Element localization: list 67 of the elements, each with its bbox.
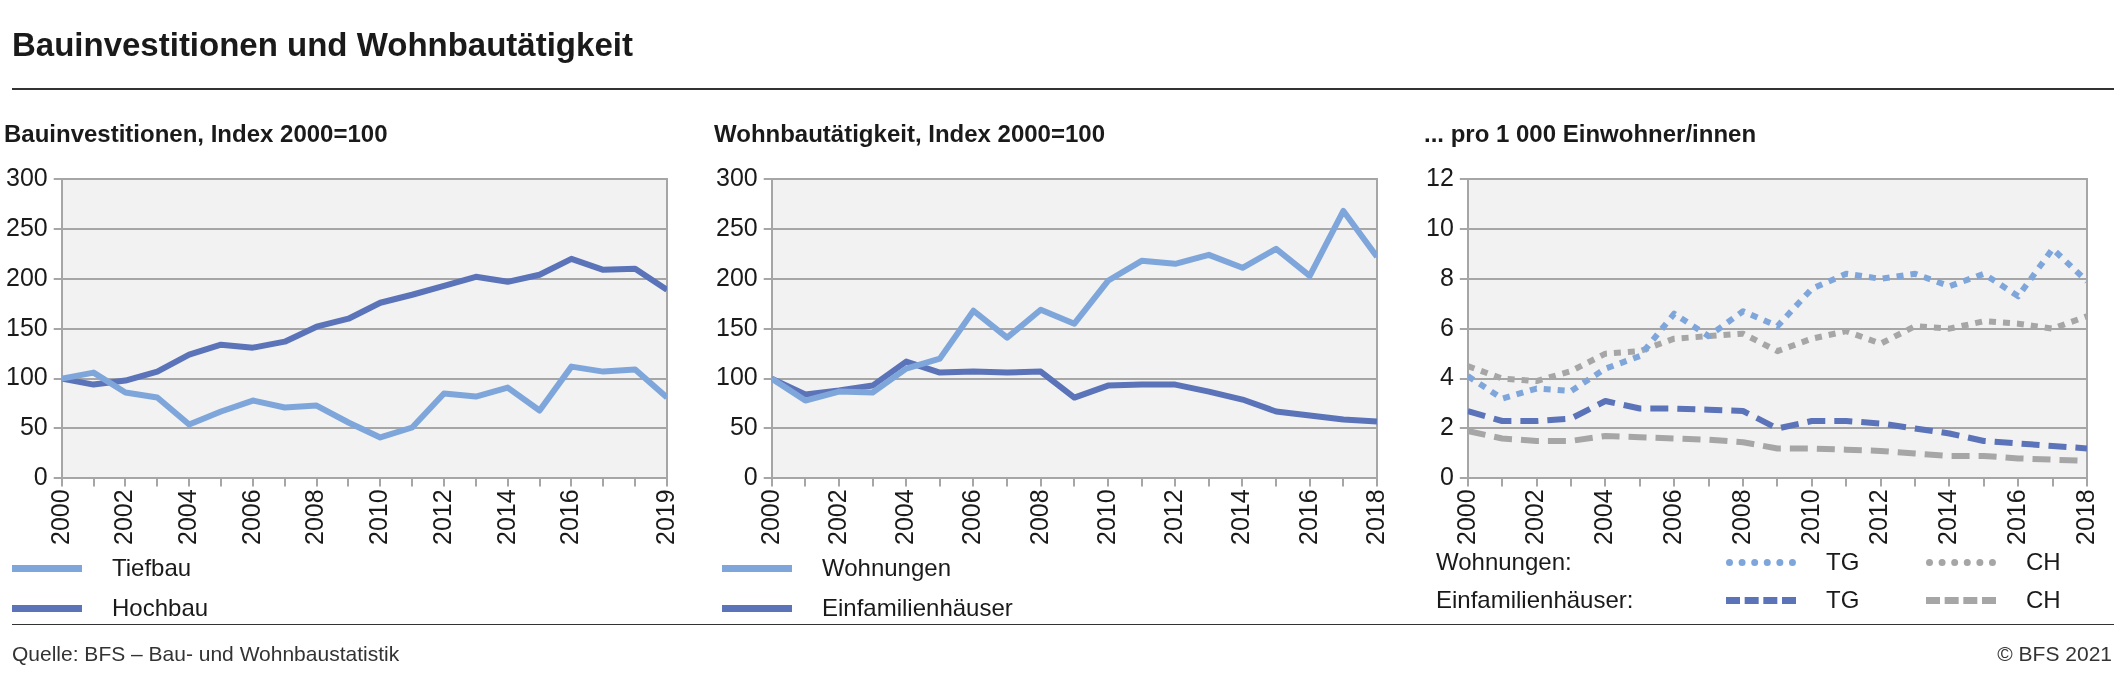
- x-tick-label: 2014: [1226, 489, 1255, 546]
- y-tick-label: 8: [1439, 262, 1454, 291]
- legend-label: TG: [1826, 586, 1861, 614]
- x-tick-label: 2000: [45, 489, 74, 546]
- x-tick-label: 2018: [1360, 489, 1389, 546]
- y-tick-label: 200: [5, 262, 48, 291]
- x-tick-label: 2018: [2070, 489, 2099, 546]
- y-tick-label: 6: [1439, 312, 1454, 341]
- y-tick-label: 0: [743, 462, 758, 491]
- text: Wohnungen:: [1436, 548, 1573, 576]
- chart-subtitle: Bauinvestitionen, Index 2000=100: [4, 120, 389, 149]
- x-tick-label: 2000: [1451, 489, 1480, 546]
- x-tick-label: 2004: [1589, 489, 1618, 546]
- y-tick-label: 50: [729, 412, 758, 441]
- legend-label: CH: [2026, 548, 2062, 576]
- chart-title: Wohnbautätigkeit, Index 2000=100: [714, 120, 1107, 149]
- source-note: Quelle: BFS – Bau- und Wohnbaustatistik: [12, 642, 400, 666]
- x-tick-label: 2016: [555, 489, 584, 546]
- y-tick-label: 250: [715, 212, 758, 241]
- x-tick-label: 2002: [822, 489, 851, 546]
- x-tick-label: 2016: [1293, 489, 1322, 546]
- y-tick-label: 250: [5, 212, 48, 241]
- legend-label: CH: [2026, 586, 2062, 614]
- x-tick-label: 2006: [236, 489, 265, 546]
- x-tick-label: 2002: [109, 489, 138, 546]
- x-tick-label: 2012: [1159, 489, 1188, 546]
- x-tick-label: 2004: [173, 489, 202, 546]
- x-tick-label: 2004: [890, 489, 919, 546]
- legend-label: Tiefbau: [112, 554, 192, 582]
- chart-title: ... pro 1 000 Einwohner/innen: [1424, 120, 1758, 149]
- y-tick-label: 100: [5, 362, 48, 391]
- y-tick-label: 300: [5, 162, 48, 191]
- x-tick-label: 2010: [1091, 489, 1120, 546]
- y-tick-label: 150: [5, 312, 48, 341]
- x-tick-label: 2010: [364, 489, 393, 546]
- y-tick-label: 0: [1439, 462, 1454, 491]
- x-tick-label: 2014: [491, 489, 520, 546]
- x-tick-label: 2006: [1658, 489, 1687, 546]
- chart-title: Bauinvestitionen und Wohnbautätigkeit: [12, 26, 633, 64]
- text: Einfamilienhäuser:: [1436, 586, 1635, 614]
- legend-label: Hochbau: [112, 594, 209, 622]
- x-tick-label: 2008: [1024, 489, 1053, 546]
- y-tick-label: 0: [33, 462, 48, 491]
- x-tick-label: 2008: [300, 489, 329, 546]
- x-tick-label: 2012: [427, 489, 456, 546]
- text: © BFS 2021: [1997, 642, 2112, 666]
- y-tick-label: 10: [1426, 212, 1454, 241]
- y-tick-label: 4: [1439, 362, 1454, 391]
- x-tick-label: 2002: [1520, 489, 1549, 546]
- legend-label: Einfamilienhäuser: [822, 594, 1013, 622]
- x-tick-label: 2010: [1795, 489, 1824, 546]
- x-tick-label: 2000: [755, 489, 784, 546]
- y-tick-label: 12: [1426, 162, 1454, 191]
- x-tick-label: 2012: [1864, 489, 1893, 546]
- y-tick-label: 100: [715, 362, 758, 391]
- legend-label: TG: [1826, 548, 1861, 576]
- legend-label: Wohnungen: [822, 554, 951, 582]
- y-tick-label: 150: [715, 312, 758, 341]
- x-tick-label: 2008: [1726, 489, 1755, 546]
- y-tick-label: 50: [19, 412, 48, 441]
- y-tick-label: 200: [715, 262, 758, 291]
- x-tick-label: 2014: [1933, 489, 1962, 546]
- x-tick-label: 2006: [957, 489, 986, 546]
- y-tick-label: 300: [715, 162, 758, 191]
- x-tick-label: 2019: [650, 489, 679, 546]
- y-tick-label: 2: [1439, 412, 1454, 441]
- x-tick-label: 2016: [2002, 489, 2031, 546]
